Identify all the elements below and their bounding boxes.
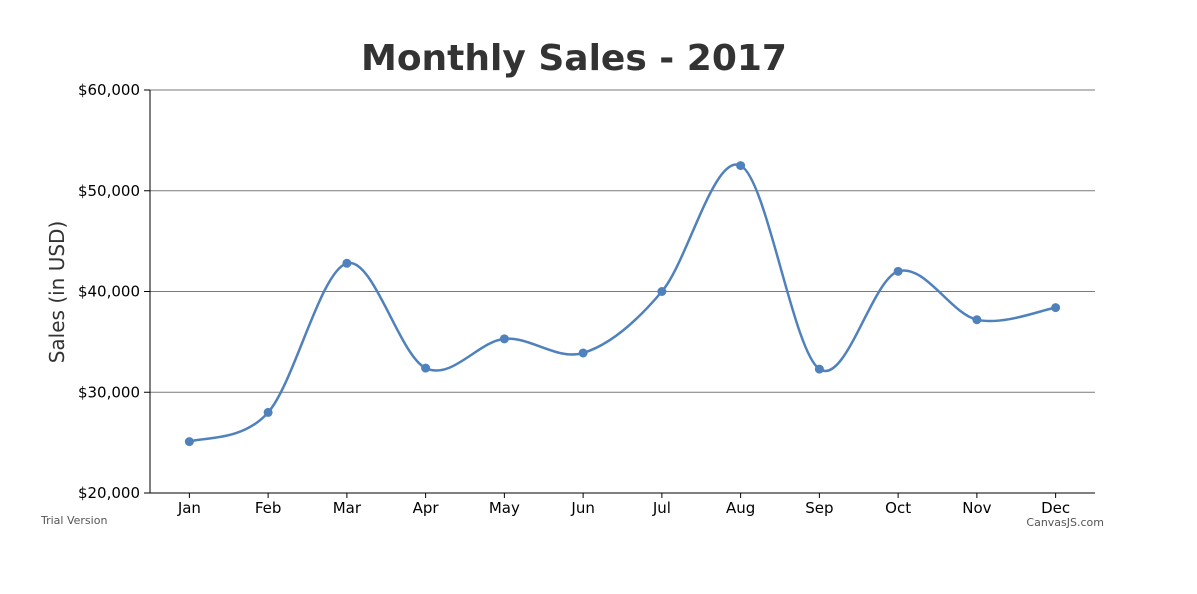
x-tick-label: Mar xyxy=(333,499,362,517)
data-point[interactable] xyxy=(499,334,509,344)
data-point[interactable] xyxy=(1051,303,1061,313)
data-point[interactable] xyxy=(263,407,273,417)
data-points xyxy=(184,161,1061,447)
x-tick-label: Jul xyxy=(652,499,671,517)
y-tick-label: $20,000 xyxy=(78,484,140,502)
y-axis-ticks: $20,000 $30,000 $40,000 $50,000 $60,000 xyxy=(78,81,150,502)
data-point[interactable] xyxy=(421,363,431,373)
x-tick-label: Dec xyxy=(1041,499,1070,517)
y-axis-label: Sales (in USD) xyxy=(45,221,69,364)
data-point[interactable] xyxy=(893,266,903,276)
data-point[interactable] xyxy=(814,364,824,374)
y-tick-label: $60,000 xyxy=(78,81,140,99)
x-tick-label: Feb xyxy=(255,499,282,517)
x-tick-label: Sep xyxy=(805,499,833,517)
x-tick-label: Aug xyxy=(726,499,755,517)
grid-lines xyxy=(150,89,1095,393)
y-tick-label: $40,000 xyxy=(78,283,140,301)
data-point[interactable] xyxy=(972,315,982,325)
x-tick-label: Jan xyxy=(177,499,201,517)
chart-title: Monthly Sales - 2017 xyxy=(361,38,787,79)
data-point[interactable] xyxy=(736,161,746,171)
y-tick-label: $50,000 xyxy=(78,182,140,200)
x-tick-label: Nov xyxy=(962,499,991,517)
x-tick-label: Apr xyxy=(413,499,440,517)
x-tick-label: May xyxy=(489,499,520,517)
trial-version-label: Trial Version xyxy=(40,514,107,527)
data-point[interactable] xyxy=(657,287,667,296)
x-axis-ticks: Jan Feb Mar Apr May Jun Jul Aug Sep Oct Nov Dec xyxy=(177,493,1070,517)
x-tick-label: Oct xyxy=(885,499,911,517)
data-point[interactable] xyxy=(184,437,194,447)
x-tick-label: Jun xyxy=(570,499,594,517)
data-point[interactable] xyxy=(578,348,588,358)
y-tick-label: $30,000 xyxy=(78,383,140,401)
canvasjs-credit: CanvasJS.com xyxy=(1026,516,1104,529)
series-line xyxy=(188,163,1056,443)
data-point[interactable] xyxy=(342,258,352,268)
